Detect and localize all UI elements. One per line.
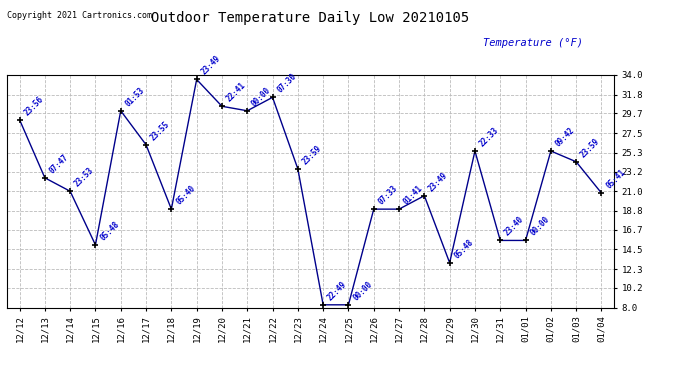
- Text: 23:56: 23:56: [22, 94, 45, 117]
- Text: 00:00: 00:00: [529, 215, 551, 238]
- Text: 00:00: 00:00: [250, 85, 273, 108]
- Text: 22:41: 22:41: [225, 81, 248, 104]
- Text: 00:00: 00:00: [351, 279, 374, 302]
- Text: 23:53: 23:53: [73, 166, 96, 189]
- Text: 07:30: 07:30: [275, 72, 298, 94]
- Text: 23:55: 23:55: [149, 119, 172, 142]
- Text: 23:49: 23:49: [427, 170, 450, 193]
- Text: 22:33: 22:33: [477, 126, 500, 148]
- Text: Outdoor Temperature Daily Low 20210105: Outdoor Temperature Daily Low 20210105: [151, 11, 470, 25]
- Text: 07:33: 07:33: [377, 184, 400, 206]
- Text: 05:40: 05:40: [174, 184, 197, 206]
- Text: 23:59: 23:59: [579, 136, 602, 159]
- Text: 05:48: 05:48: [453, 237, 475, 260]
- Text: 23:40: 23:40: [503, 215, 526, 238]
- Text: 01:41: 01:41: [402, 184, 424, 206]
- Text: 09:42: 09:42: [553, 126, 576, 148]
- Text: 23:49: 23:49: [199, 54, 222, 77]
- Text: 01:53: 01:53: [124, 85, 146, 108]
- Text: Copyright 2021 Cartronics.com: Copyright 2021 Cartronics.com: [7, 11, 152, 20]
- Text: Temperature (°F): Temperature (°F): [483, 38, 583, 48]
- Text: 23:59: 23:59: [301, 143, 324, 166]
- Text: 07:47: 07:47: [48, 152, 70, 175]
- Text: 05:48: 05:48: [98, 219, 121, 242]
- Text: 05:41: 05:41: [604, 168, 627, 190]
- Text: 22:49: 22:49: [326, 279, 348, 302]
